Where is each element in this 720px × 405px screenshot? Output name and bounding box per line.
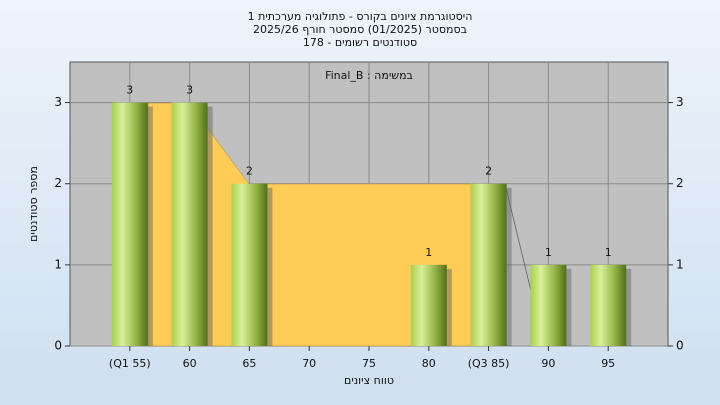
x-tick-label: (Q3 85) <box>468 357 510 370</box>
x-tick-label: 95 <box>601 357 615 370</box>
y-tick-label: 2 <box>54 176 62 190</box>
marks: (Q1 55) 60 65 70 75 80 (Q3 85) 90 95 3 3 2 1 2 1 1 <box>109 84 632 370</box>
bar <box>410 264 447 346</box>
bar <box>470 183 507 346</box>
data-label: 1 <box>425 246 432 259</box>
x-tick-label: 75 <box>362 357 376 370</box>
bar <box>171 102 208 346</box>
y2-tick-label: 2 <box>676 176 684 190</box>
y2-tick-label: 0 <box>676 339 684 353</box>
y2-tick-label: 3 <box>676 95 684 109</box>
y-axis-label: מספר סטודנטים <box>27 166 40 242</box>
y-tick-label: 3 <box>54 95 62 109</box>
data-label: 3 <box>126 84 133 97</box>
x-tick-label: 60 <box>183 357 197 370</box>
bar <box>231 183 268 346</box>
data-label: 2 <box>485 165 492 178</box>
bar <box>590 264 627 346</box>
title-line: סטודנטים רשומים - 178 <box>303 36 417 49</box>
title-line: היסטוגרמת ציונים בקורס - פתולוגיה מערכתי… <box>248 10 473 23</box>
x-tick-label: 80 <box>422 357 436 370</box>
y2-tick-label: 1 <box>676 257 684 271</box>
y-tick-label: 0 <box>54 339 62 353</box>
x-tick-label: 90 <box>541 357 555 370</box>
data-label: 1 <box>545 246 552 259</box>
title-line: בסמסטר (01/2025) סמסטר חורף 2025/26 <box>253 23 467 36</box>
x-tick-label: 65 <box>242 357 256 370</box>
annotation: Final_B : במשימה <box>325 69 413 82</box>
x-axis-label: טווח ציונים <box>344 374 394 387</box>
data-label: 3 <box>186 84 193 97</box>
x-tick-label: (Q1 55) <box>109 357 151 370</box>
bar <box>111 102 148 346</box>
data-label: 2 <box>246 165 253 178</box>
bar <box>530 264 567 346</box>
y-tick-label: 1 <box>54 257 62 271</box>
x-tick-label: 70 <box>302 357 316 370</box>
data-label: 1 <box>605 246 612 259</box>
